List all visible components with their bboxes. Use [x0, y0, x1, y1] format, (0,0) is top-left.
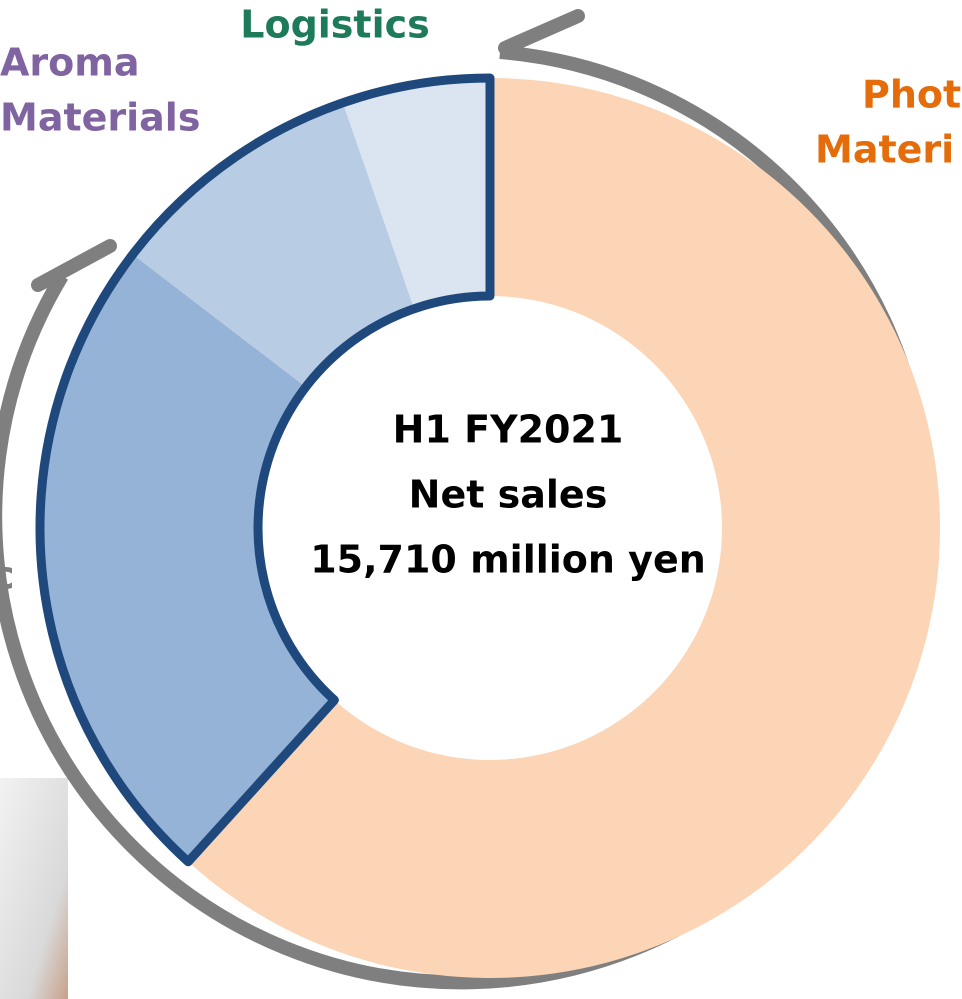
slice-label: Aroma — [0, 41, 140, 85]
photo-fragment — [0, 778, 68, 999]
center-label: Net sales — [409, 473, 608, 517]
arrow-head — [38, 246, 110, 285]
center-label: 15,710 million yen — [310, 538, 706, 582]
chart: Phot Materi c Aroma Materials Logistics H1 FY2… — [0, 0, 962, 999]
slice-label: Logistics — [240, 3, 430, 47]
slice-label: Phot — [862, 73, 961, 117]
arrow-head — [505, 16, 578, 48]
slice-label: Materi — [815, 128, 954, 172]
slice-label: c — [0, 554, 15, 598]
slice-label: Materials — [0, 96, 200, 140]
center-label: H1 FY2021 — [393, 408, 624, 452]
